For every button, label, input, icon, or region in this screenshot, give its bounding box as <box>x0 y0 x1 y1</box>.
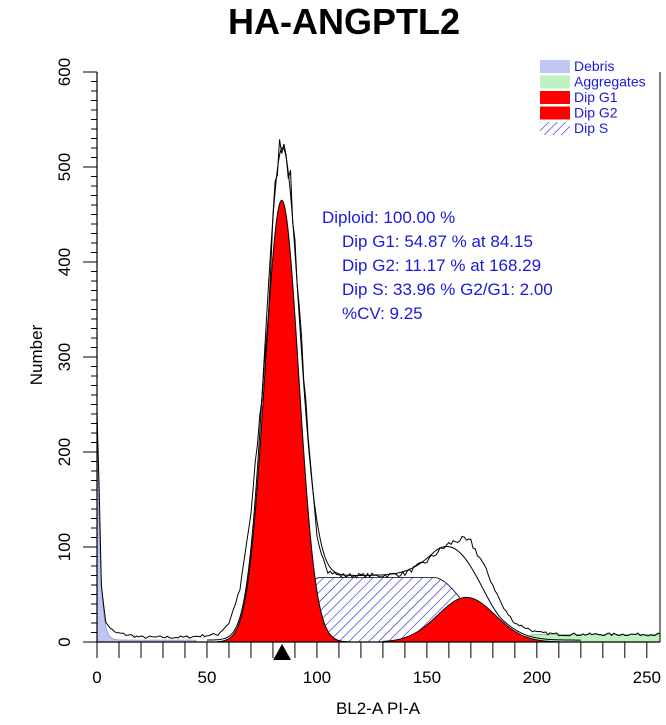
histogram-line <box>96 139 661 639</box>
x-axis-label: BL2-A PI-A <box>336 699 421 718</box>
series-dip-g1 <box>217 199 351 643</box>
y-tick-label: 500 <box>55 153 74 181</box>
x-tick-label: 0 <box>92 668 101 687</box>
stat-line: %CV: 9.25 <box>342 304 423 323</box>
y-tick-label: 600 <box>55 58 74 86</box>
legend-label: Dip G2 <box>574 105 618 121</box>
statistics-box: Diploid: 100.00 % Dip G1: 54.87 % at 84.1… <box>322 208 553 323</box>
legend-label: Aggregates <box>574 74 646 90</box>
legend-swatch <box>540 106 570 120</box>
y-tick-label: 200 <box>55 438 74 466</box>
y-tick-label: 300 <box>55 343 74 371</box>
stat-line: Dip S: 33.96 % G2/G1: 2.00 <box>342 280 553 299</box>
x-tick-label: 150 <box>413 668 441 687</box>
legend-swatch <box>540 60 570 73</box>
stat-line: Diploid: 100.00 % <box>322 208 455 227</box>
legend-swatch <box>540 122 570 135</box>
axes: 0 50 100 150 200 250 0 100 200 300 400 500 600 <box>55 58 661 687</box>
y-tick-label: 400 <box>55 248 74 276</box>
stat-line: Dip G1: 54.87 % at 84.15 <box>342 232 533 251</box>
legend-label: Debris <box>574 58 614 74</box>
x-tick-label: 200 <box>523 668 551 687</box>
g1-peak-marker <box>273 644 292 660</box>
x-tick-label: 250 <box>633 668 661 687</box>
legend-swatch <box>540 91 570 104</box>
y-tick-label: 0 <box>55 637 74 646</box>
y-axis-label: Number <box>27 324 46 385</box>
legend-swatch <box>540 75 570 89</box>
legend-label: Dip S <box>574 120 608 136</box>
chart-title: HA-ANGPTL2 <box>228 1 460 42</box>
legend-label: Dip G1 <box>574 89 618 105</box>
plot-area <box>96 139 661 643</box>
y-tick-label: 100 <box>55 533 74 561</box>
series-debris <box>96 402 197 643</box>
x-tick-label: 100 <box>303 668 331 687</box>
stat-line: Dip G2: 11.17 % at 168.29 <box>342 256 541 275</box>
x-tick-label: 50 <box>198 668 217 687</box>
